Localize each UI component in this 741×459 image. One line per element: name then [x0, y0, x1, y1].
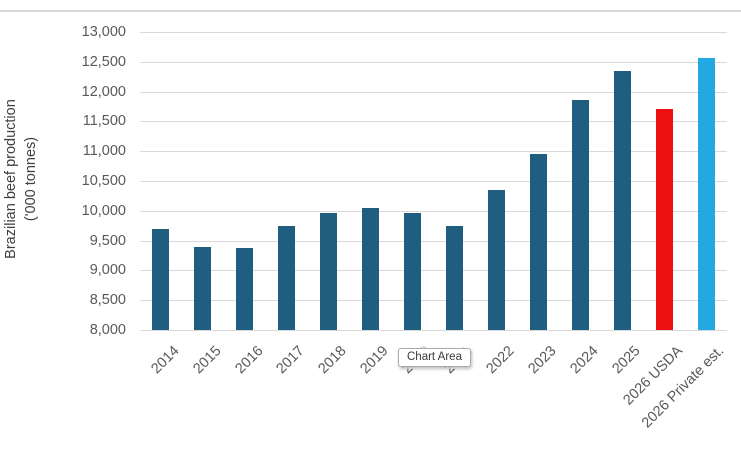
y-axis-tick-label: 13,000 [81, 24, 126, 40]
y-axis-title-line2: ('000 tonnes) [23, 136, 39, 222]
y-axis-tick-label: 10,500 [81, 173, 126, 189]
window-top-border [0, 10, 741, 12]
gridline [140, 330, 727, 331]
bar-2015[interactable] [194, 246, 212, 330]
chart-area-tooltip-label: Chart Area [407, 351, 462, 363]
bar-2020[interactable] [404, 212, 422, 330]
x-axis-tick-label: 2015 [190, 343, 225, 378]
bar-2017[interactable] [278, 225, 296, 330]
bar-2025[interactable] [613, 71, 631, 330]
gridline [140, 151, 727, 153]
y-axis-tick-label: 10,000 [81, 202, 126, 219]
y-axis-title-line1: Brazilian beef production [3, 99, 19, 259]
gridline [140, 300, 727, 302]
bar-2021[interactable] [445, 226, 463, 330]
gridline [140, 210, 727, 212]
y-axis-tick-label: 11,000 [82, 143, 126, 160]
y-axis-tick-label: 11,500 [82, 113, 126, 130]
x-axis-tick-label: 2024 [567, 343, 602, 378]
y-axis-tick-label: 9,500 [89, 232, 126, 249]
bar-2019[interactable] [362, 207, 380, 330]
bar-2026-usda[interactable] [655, 109, 673, 330]
bar-2014[interactable] [152, 228, 170, 330]
x-axis-tick-label: 2014 [148, 343, 183, 378]
x-axis-tick-label: 2023 [525, 343, 560, 378]
gridline [140, 61, 727, 63]
gridline [140, 32, 727, 33]
y-axis-title: Brazilian beef production ('000 tonnes) [1, 19, 43, 339]
bar-2023[interactable] [529, 154, 547, 330]
bar-2018[interactable] [320, 212, 338, 330]
bar-2026-private-est[interactable] [697, 57, 715, 330]
y-axis-tick-label: 12,000 [81, 83, 126, 100]
y-axis-tick-label: 9,000 [89, 262, 126, 279]
bar-2024[interactable] [571, 99, 589, 330]
x-axis-tick-label: 2017 [273, 343, 309, 378]
y-axis-tick-label: 12,500 [81, 53, 126, 70]
gridline [140, 240, 727, 242]
gridline [140, 91, 727, 93]
gridline [140, 181, 727, 182]
x-axis-tick-label: 2019 [357, 343, 392, 378]
bar-2022[interactable] [487, 189, 505, 330]
x-axis-tick-label: 2016 [232, 343, 267, 378]
y-axis-tick-label: 8,000 [89, 322, 126, 338]
bar-2016[interactable] [236, 248, 254, 330]
x-axis-tick-label: 2018 [315, 343, 351, 378]
gridline [140, 270, 727, 272]
x-axis-tick-label: 2025 [609, 343, 644, 378]
chart-area-tooltip: Chart Area [398, 348, 471, 367]
y-axis-tick-label: 8,500 [89, 292, 126, 309]
x-axis-tick-label: 2022 [483, 343, 518, 378]
gridline [140, 121, 727, 123]
